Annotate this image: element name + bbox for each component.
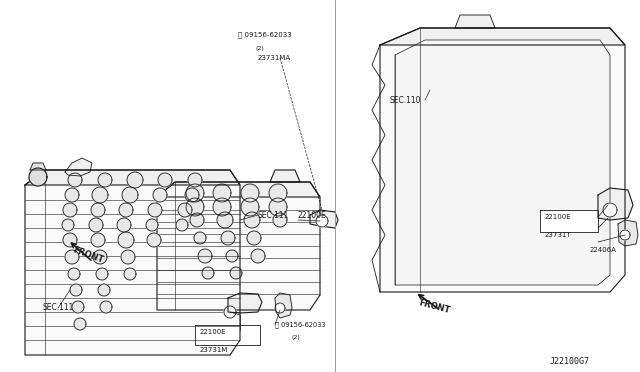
Polygon shape	[270, 170, 300, 182]
Text: 22100E: 22100E	[200, 329, 227, 335]
Text: (2): (2)	[292, 334, 301, 340]
Polygon shape	[63, 233, 77, 247]
Polygon shape	[540, 210, 598, 232]
Polygon shape	[98, 173, 112, 187]
Polygon shape	[148, 203, 162, 217]
Polygon shape	[228, 293, 262, 313]
Polygon shape	[127, 172, 143, 188]
Polygon shape	[247, 231, 261, 245]
Polygon shape	[72, 301, 84, 313]
Polygon shape	[74, 318, 86, 330]
Polygon shape	[117, 218, 131, 232]
Polygon shape	[251, 249, 265, 263]
Polygon shape	[178, 203, 192, 217]
Polygon shape	[188, 173, 202, 187]
Polygon shape	[158, 173, 172, 187]
Polygon shape	[68, 268, 80, 280]
Polygon shape	[63, 203, 77, 217]
Polygon shape	[213, 198, 231, 216]
Text: 23731T: 23731T	[545, 232, 572, 238]
Polygon shape	[226, 250, 238, 262]
Polygon shape	[96, 268, 108, 280]
Polygon shape	[147, 233, 161, 247]
Text: 22100E: 22100E	[545, 214, 572, 220]
Polygon shape	[241, 184, 259, 202]
Polygon shape	[89, 218, 103, 232]
Polygon shape	[157, 182, 320, 310]
Polygon shape	[91, 233, 105, 247]
Text: SEC.111: SEC.111	[258, 211, 289, 219]
Polygon shape	[146, 219, 158, 231]
Polygon shape	[70, 284, 82, 296]
Polygon shape	[121, 250, 135, 264]
Polygon shape	[91, 203, 105, 217]
Polygon shape	[30, 163, 46, 170]
Polygon shape	[153, 188, 167, 202]
Polygon shape	[310, 210, 338, 228]
Polygon shape	[202, 267, 214, 279]
Polygon shape	[213, 184, 231, 202]
Polygon shape	[244, 212, 260, 228]
Polygon shape	[316, 215, 328, 227]
Polygon shape	[241, 198, 259, 216]
Polygon shape	[186, 184, 204, 202]
Polygon shape	[190, 213, 204, 227]
Polygon shape	[118, 232, 134, 248]
Text: 22100E: 22100E	[298, 211, 327, 219]
Text: (2): (2)	[255, 45, 264, 51]
Polygon shape	[230, 267, 242, 279]
Polygon shape	[65, 158, 92, 176]
Polygon shape	[119, 203, 133, 217]
Polygon shape	[275, 293, 292, 318]
Polygon shape	[195, 325, 260, 345]
Polygon shape	[25, 170, 240, 355]
Text: 22406A: 22406A	[590, 247, 617, 253]
Polygon shape	[92, 187, 108, 203]
Polygon shape	[176, 219, 188, 231]
Polygon shape	[224, 306, 236, 318]
Text: FRONT: FRONT	[418, 298, 451, 315]
Polygon shape	[618, 220, 638, 246]
Polygon shape	[194, 232, 206, 244]
Polygon shape	[93, 250, 107, 264]
Polygon shape	[186, 198, 204, 216]
Polygon shape	[29, 168, 47, 186]
Text: SEC.111: SEC.111	[42, 304, 74, 312]
Text: Ⓑ 09156-62033: Ⓑ 09156-62033	[275, 322, 326, 328]
Polygon shape	[68, 173, 82, 187]
Polygon shape	[275, 303, 285, 313]
Text: SEC.110: SEC.110	[390, 96, 422, 105]
Polygon shape	[598, 188, 633, 220]
Polygon shape	[273, 213, 287, 227]
Polygon shape	[198, 249, 212, 263]
Polygon shape	[380, 28, 625, 45]
Polygon shape	[395, 40, 610, 285]
Polygon shape	[269, 184, 287, 202]
Text: FRONT: FRONT	[72, 245, 105, 265]
Polygon shape	[185, 188, 199, 202]
Polygon shape	[122, 187, 138, 203]
Polygon shape	[269, 198, 287, 216]
Polygon shape	[221, 231, 235, 245]
Polygon shape	[25, 170, 240, 185]
Polygon shape	[65, 250, 79, 264]
Polygon shape	[65, 188, 79, 202]
Polygon shape	[124, 268, 136, 280]
Polygon shape	[157, 182, 320, 197]
Polygon shape	[455, 15, 495, 28]
Text: J22100G7: J22100G7	[550, 357, 590, 366]
Polygon shape	[380, 28, 625, 292]
Polygon shape	[217, 212, 233, 228]
Polygon shape	[603, 203, 617, 217]
Text: 23731MA: 23731MA	[258, 55, 291, 61]
Polygon shape	[100, 301, 112, 313]
Polygon shape	[62, 219, 74, 231]
Polygon shape	[98, 284, 110, 296]
Text: Ⓑ 09156-62033: Ⓑ 09156-62033	[238, 32, 292, 38]
Polygon shape	[620, 230, 630, 240]
Text: 23731M: 23731M	[200, 347, 228, 353]
